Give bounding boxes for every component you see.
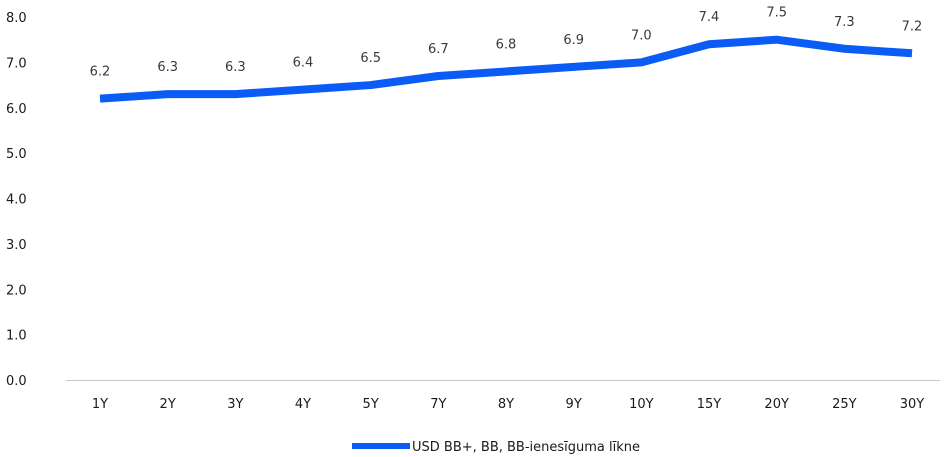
data-label: 6.3 xyxy=(225,60,246,75)
x-axis-tick-labels: 1Y 2Y 3Y 4Y 5Y 7Y 8Y 9Y 10Y 15Y 20Y 25Y 30Y xyxy=(92,397,924,412)
y-tick-label: 1.0 xyxy=(6,329,27,344)
data-label: 6.8 xyxy=(496,37,517,52)
x-tick-label: 8Y xyxy=(498,397,514,412)
data-label: 6.9 xyxy=(563,33,584,48)
x-tick-label: 20Y xyxy=(764,397,789,412)
x-tick-label: 2Y xyxy=(160,397,176,412)
legend: USD BB+, BB, BB-ienesīguma līkne xyxy=(352,440,640,455)
y-axis-tick-labels: 0.0 1.0 2.0 3.0 4.0 5.0 6.0 7.0 8.0 xyxy=(6,11,27,389)
y-tick-label: 7.0 xyxy=(6,56,27,71)
data-label: 7.4 xyxy=(699,10,720,25)
x-tick-label: 9Y xyxy=(566,397,582,412)
data-labels: 6.2 6.3 6.3 6.4 6.5 6.7 6.8 6.9 7.0 7.4 7.5 7.3 7.2 xyxy=(90,6,923,80)
x-tick-label: 5Y xyxy=(363,397,379,412)
y-tick-label: 4.0 xyxy=(6,193,27,208)
x-tick-label: 1Y xyxy=(92,397,108,412)
x-tick-label: 15Y xyxy=(697,397,722,412)
legend-label: USD BB+, BB, BB-ienesīguma līkne xyxy=(412,440,640,455)
y-tick-label: 8.0 xyxy=(6,11,27,26)
data-label: 6.3 xyxy=(157,60,178,75)
series-line xyxy=(99,35,913,103)
data-label: 7.0 xyxy=(631,28,652,43)
data-label: 7.3 xyxy=(834,15,855,30)
data-label: 7.2 xyxy=(902,19,923,34)
y-tick-label: 6.0 xyxy=(6,102,27,117)
x-tick-label: 4Y xyxy=(295,397,311,412)
x-tick-label: 10Y xyxy=(629,397,654,412)
x-tick-label: 25Y xyxy=(832,397,857,412)
y-tick-label: 0.0 xyxy=(6,374,27,389)
y-tick-label: 5.0 xyxy=(6,147,27,162)
data-label: 6.5 xyxy=(360,51,381,66)
data-label: 7.5 xyxy=(766,6,787,21)
data-label: 6.2 xyxy=(90,65,111,80)
x-tick-label: 3Y xyxy=(227,397,243,412)
x-tick-label: 30Y xyxy=(900,397,925,412)
y-tick-label: 2.0 xyxy=(6,283,27,298)
data-label: 6.4 xyxy=(293,56,314,71)
y-tick-label: 3.0 xyxy=(6,238,27,253)
x-tick-label: 7Y xyxy=(430,397,446,412)
data-label: 6.7 xyxy=(428,42,449,57)
